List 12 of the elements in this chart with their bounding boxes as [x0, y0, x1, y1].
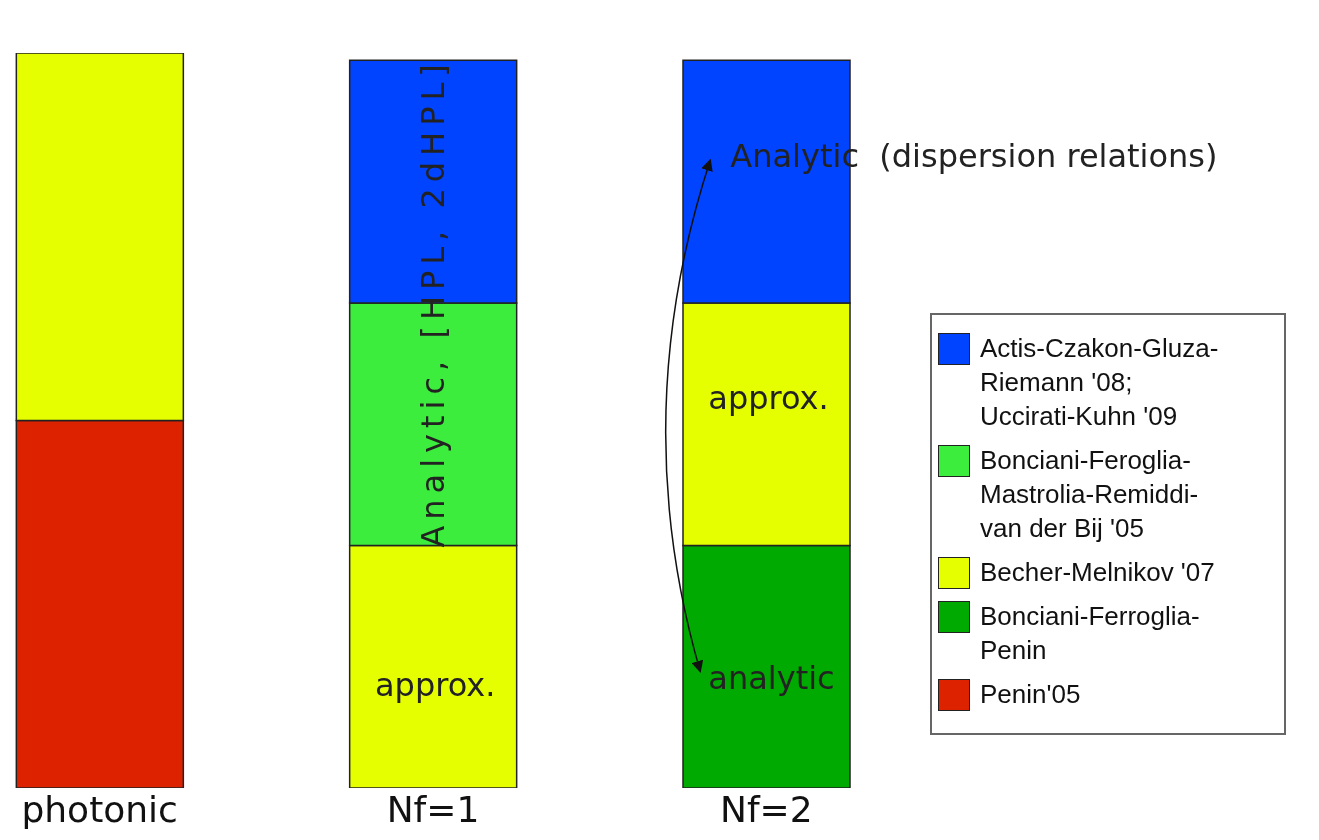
x-tick-label: Nf=2 — [720, 788, 813, 830]
legend-label: Becher-Melnikov '07 — [980, 556, 1216, 589]
annotation: approx. — [708, 379, 829, 418]
annotation: Analytic, [HPL, 2dHPL] — [414, 58, 452, 548]
annotation: approx. — [375, 666, 496, 705]
legend-label: Bonciani-Feroglia-Mastrolia-Remiddi-van der Bij '05 — [980, 444, 1200, 545]
legend-label: Bonciani-Ferroglia-Penin — [980, 600, 1201, 667]
x-tick-label: Nf=1 — [386, 788, 480, 830]
annotation: analytic — [708, 658, 835, 697]
legend-label: Actis-Czakon-Gluza-Riemann '08; Uccirati-Kuhn '09 — [980, 332, 1220, 433]
legend-label: Penin'05 — [980, 678, 1082, 711]
x-tick-label: photonic — [21, 788, 178, 830]
